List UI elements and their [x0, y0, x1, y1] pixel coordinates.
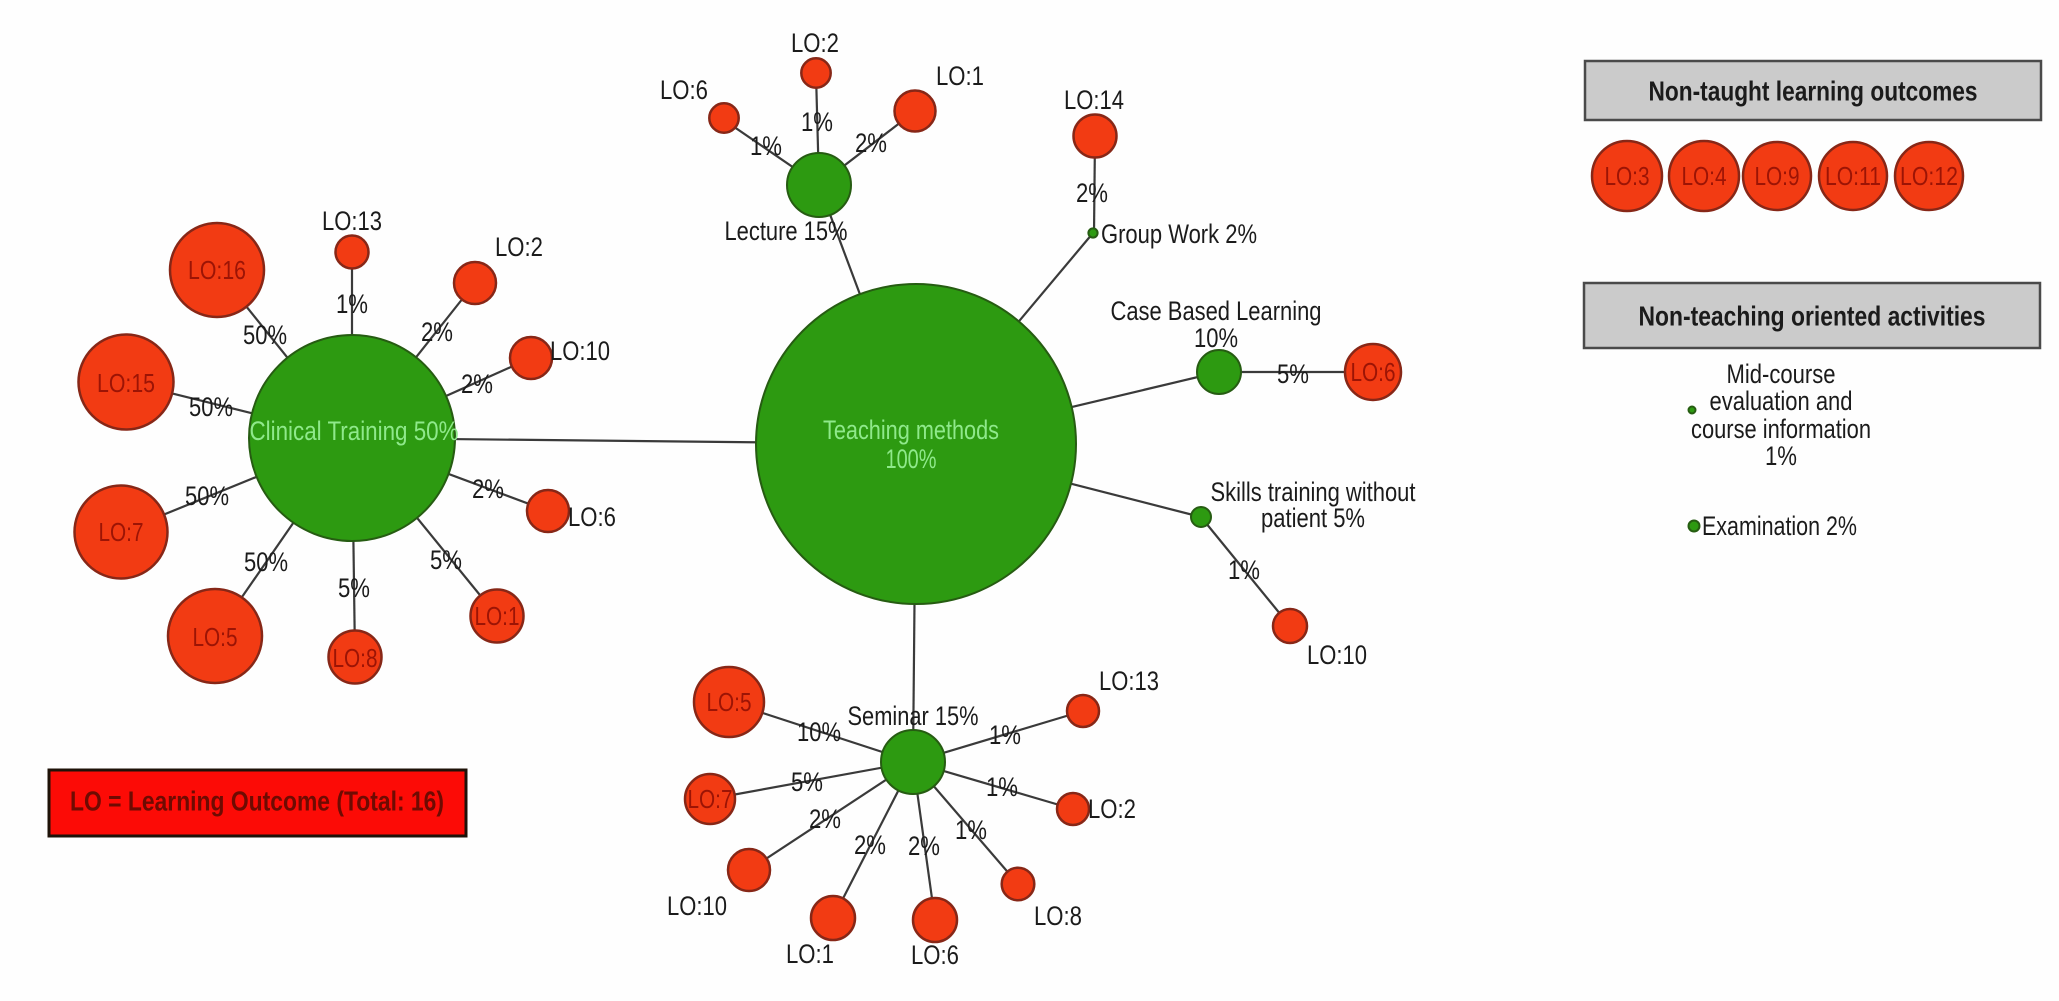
- svg-text:50%: 50%: [243, 320, 287, 350]
- svg-text:Teaching methods: Teaching methods: [823, 415, 999, 445]
- svg-text:5%: 5%: [338, 573, 370, 603]
- svg-text:2%: 2%: [855, 128, 887, 158]
- svg-text:LO:2: LO:2: [495, 232, 543, 262]
- svg-text:5%: 5%: [430, 545, 462, 575]
- svg-text:1%: 1%: [989, 720, 1021, 750]
- svg-text:LO:16: LO:16: [188, 255, 246, 285]
- svg-text:1%: 1%: [1765, 441, 1797, 471]
- svg-text:2%: 2%: [472, 474, 504, 504]
- svg-text:10%: 10%: [797, 717, 841, 747]
- svg-text:1%: 1%: [336, 289, 368, 319]
- svg-text:LO:6: LO:6: [1351, 357, 1396, 387]
- svg-text:LO:6: LO:6: [660, 75, 708, 105]
- svg-text:Non-teaching oriented activiti: Non-teaching oriented activities: [1639, 301, 1986, 332]
- svg-text:LO:4: LO:4: [1682, 161, 1727, 191]
- svg-text:LO:5: LO:5: [707, 687, 752, 717]
- svg-text:Seminar 15%: Seminar 15%: [848, 701, 979, 731]
- svg-text:2%: 2%: [908, 831, 940, 861]
- svg-text:2%: 2%: [809, 804, 841, 834]
- svg-text:50%: 50%: [185, 481, 229, 511]
- svg-text:LO:2: LO:2: [791, 28, 839, 58]
- svg-text:LO:8: LO:8: [1034, 901, 1082, 931]
- svg-text:5%: 5%: [791, 767, 823, 797]
- svg-text:LO = Learning Outcome (Total:: LO = Learning Outcome (Total: 16): [70, 786, 444, 817]
- svg-text:Skills training without: Skills training without: [1211, 477, 1416, 507]
- svg-text:LO:8: LO:8: [333, 643, 378, 673]
- svg-text:1%: 1%: [1228, 555, 1260, 585]
- svg-text:LO:13: LO:13: [1099, 666, 1159, 696]
- svg-text:course information: course information: [1691, 414, 1871, 444]
- svg-text:LO:14: LO:14: [1064, 85, 1124, 115]
- svg-text:Group Work 2%: Group Work 2%: [1101, 219, 1257, 249]
- svg-text:1%: 1%: [955, 815, 987, 845]
- svg-text:LO:1: LO:1: [786, 939, 834, 969]
- svg-text:2%: 2%: [421, 317, 453, 347]
- svg-text:LO:2: LO:2: [1088, 794, 1136, 824]
- svg-text:patient 5%: patient 5%: [1261, 503, 1365, 533]
- svg-text:LO:15: LO:15: [97, 368, 155, 398]
- svg-text:LO:13: LO:13: [322, 206, 382, 236]
- svg-text:LO:10: LO:10: [667, 891, 727, 921]
- svg-text:2%: 2%: [854, 830, 886, 860]
- svg-text:5%: 5%: [1277, 359, 1309, 389]
- svg-text:Lecture 15%: Lecture 15%: [725, 216, 848, 246]
- svg-text:LO:1: LO:1: [936, 61, 984, 91]
- svg-text:2%: 2%: [1076, 178, 1108, 208]
- svg-text:1%: 1%: [986, 772, 1018, 802]
- svg-text:LO:5: LO:5: [193, 622, 238, 652]
- svg-text:Examination 2%: Examination 2%: [1702, 511, 1857, 541]
- svg-text:LO:1: LO:1: [475, 601, 520, 631]
- svg-text:1%: 1%: [750, 131, 782, 161]
- svg-text:LO:7: LO:7: [688, 784, 733, 814]
- svg-text:LO:9: LO:9: [1755, 161, 1800, 191]
- svg-text:evaluation and: evaluation and: [1710, 386, 1853, 416]
- svg-text:LO:7: LO:7: [99, 517, 144, 547]
- svg-text:2%: 2%: [461, 369, 493, 399]
- svg-text:LO:11: LO:11: [1825, 161, 1881, 191]
- svg-text:LO:3: LO:3: [1605, 161, 1650, 191]
- svg-text:LO:6: LO:6: [568, 502, 616, 532]
- svg-text:Clinical Training 50%: Clinical Training 50%: [250, 416, 459, 446]
- svg-text:LO:6: LO:6: [911, 940, 959, 970]
- svg-text:100%: 100%: [886, 444, 937, 474]
- svg-text:Non-taught learning outcomes: Non-taught learning outcomes: [1649, 76, 1978, 107]
- svg-text:LO:10: LO:10: [1307, 640, 1367, 670]
- svg-text:LO:12: LO:12: [1900, 161, 1958, 191]
- svg-text:50%: 50%: [189, 392, 233, 422]
- svg-text:10%: 10%: [1194, 323, 1238, 353]
- svg-text:Mid-course: Mid-course: [1727, 359, 1836, 389]
- svg-text:50%: 50%: [244, 547, 288, 577]
- svg-text:Case Based Learning: Case Based Learning: [1111, 296, 1322, 326]
- svg-text:LO:10: LO:10: [550, 336, 610, 366]
- svg-text:1%: 1%: [801, 107, 833, 137]
